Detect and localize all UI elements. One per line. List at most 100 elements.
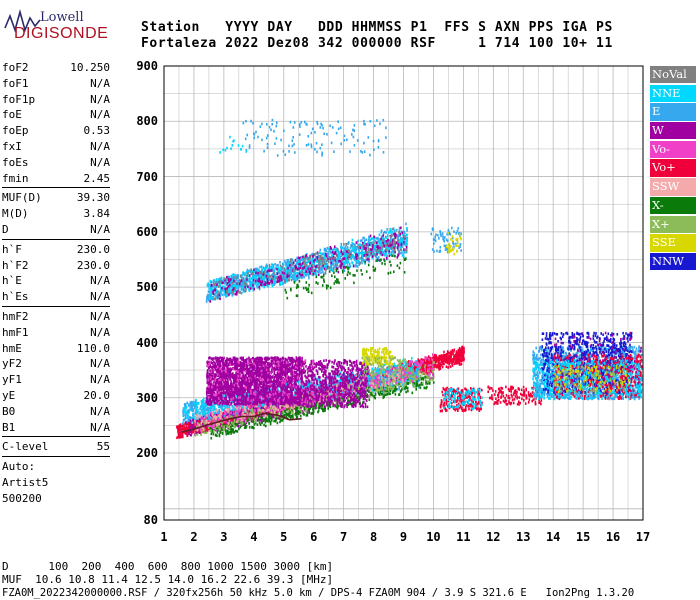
param-value: N/A [90,274,110,288]
echo-point [458,358,461,361]
echo-point [443,350,445,354]
echo-point [442,359,445,362]
echo-point [450,365,452,368]
echo-point [458,361,461,365]
echo-point [412,368,414,371]
param-value: 2.45 [83,171,111,185]
param-name: foEp [2,124,29,138]
param-value: 0.53 [83,124,111,138]
param-name: h`F2 [2,258,29,272]
echo-point [437,362,439,365]
echo-point [185,405,188,409]
echo-point [443,362,445,366]
param-row: hmF2 N/A [2,309,110,325]
echo-point [414,371,417,375]
logo-line2: DIGISONDE [14,25,109,42]
param-separator [2,305,110,307]
echo-point [441,354,443,357]
param-value: N/A [90,76,110,90]
param-name: fxI [2,139,22,153]
echo-point [447,366,450,369]
echo-point [398,385,400,389]
echo-point [189,419,192,423]
echo-points [176,118,643,440]
param-row: foE N/A [2,107,110,123]
echo-point [189,422,191,425]
param-name: h`F [2,242,22,256]
param-value: N/A [90,309,110,323]
echo-point [412,364,414,368]
echo-point [460,362,463,366]
echo-point [446,355,449,359]
echo-point [187,403,190,406]
echo-point [434,364,436,367]
echo-point [461,358,464,361]
param-row: fxI N/A [2,139,110,155]
echo-point [445,360,448,363]
echo-point [450,358,453,362]
echo-point [452,352,454,356]
param-value: N/A [90,357,110,371]
echo-point [450,350,452,353]
echo-point [192,430,195,434]
echo-point [448,351,450,355]
param-row: foF2 10.250 [2,60,110,76]
echo-point [201,403,203,406]
echo-point [186,401,189,405]
echo-point [417,358,419,361]
param-row: hmE 110.0 [2,341,110,357]
echo-point [189,408,191,412]
echo-point [432,355,435,359]
param-row: h`F 230.0 [2,242,110,258]
echo-point [202,402,205,405]
echo-point [461,345,464,349]
param-name: M(D) [2,207,29,221]
param-value: N/A [90,139,110,153]
param-row: hmF1 N/A [2,325,110,341]
echo-point [445,365,448,368]
param-value: 39.30 [76,191,110,205]
echo-point [448,354,451,358]
echo-point [450,353,453,356]
echo-point [189,401,192,404]
param-row: foEs N/A [2,155,110,171]
echo-point [454,354,457,357]
echo-point [212,405,215,409]
echo-point [177,430,179,433]
echo-point [182,422,184,425]
param-name: foE [2,108,22,122]
echo-point [440,363,442,366]
param-name: foEs [2,155,29,169]
echo-point [461,351,464,354]
param-name: hmF1 [2,325,29,339]
param-name: hmE [2,341,22,355]
param-value: N/A [90,290,110,304]
param-value: N/A [90,108,110,122]
echo-point [195,410,197,413]
param-name: yF2 [2,357,22,371]
echo-point [438,358,440,362]
param-name: foF1p [2,92,36,106]
echo-point [415,368,418,372]
echo-point [459,348,461,352]
param-row: h`F2 230.0 [2,258,110,274]
echo-point [462,353,465,357]
param-name: MUF(D) [2,191,42,205]
param-name: h`E [2,274,22,288]
param-row: D N/A [2,222,110,238]
echo-point [463,357,465,360]
param-row: M(D) 3.84 [2,206,110,222]
echo-point [189,433,192,437]
echo-point [192,418,194,422]
echo-point [186,416,188,420]
echo-point [192,412,194,416]
param-separator [2,238,110,240]
echo-point [218,405,220,409]
param-name: D [2,222,9,236]
param-value: N/A [90,325,110,339]
echo-point [386,367,388,371]
echo-point [454,359,457,362]
echo-point [372,370,375,373]
echo-point [202,399,204,402]
